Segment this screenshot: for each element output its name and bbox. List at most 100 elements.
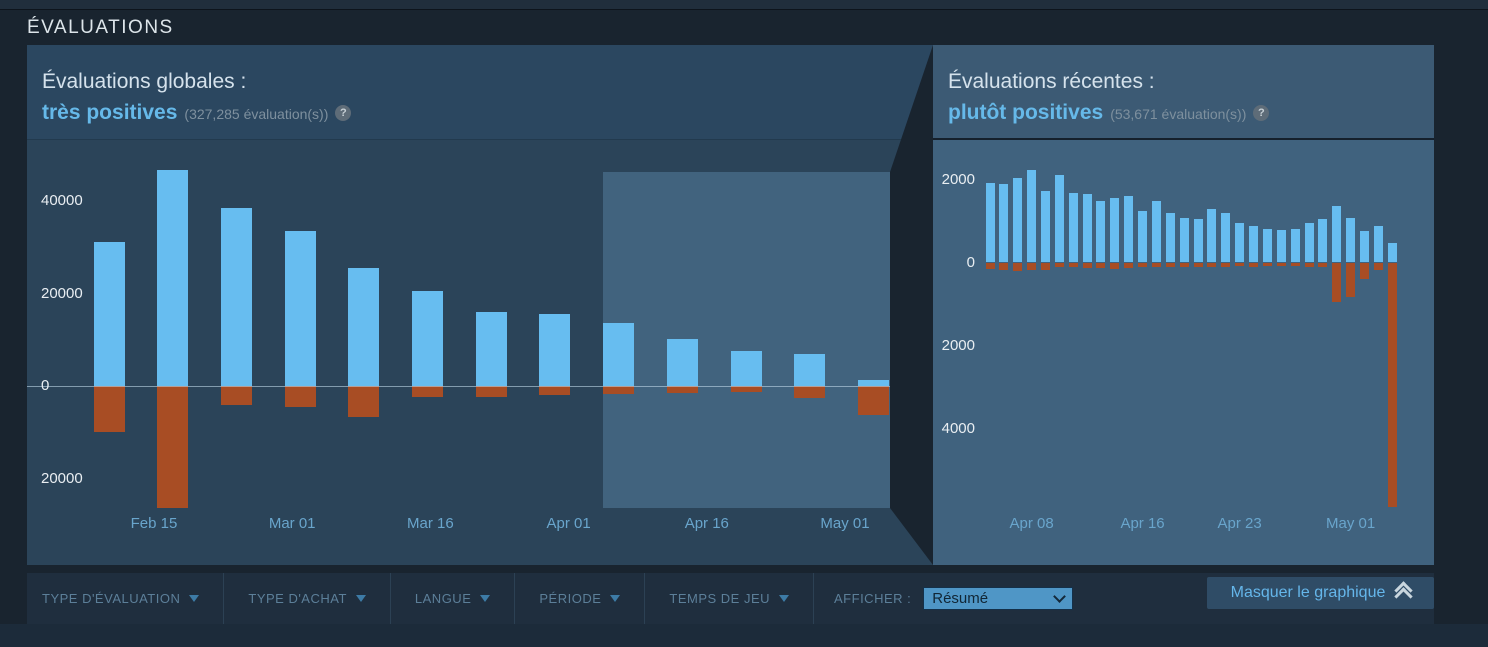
dropdown-arrow-icon (480, 595, 491, 602)
help-icon[interactable]: ? (1253, 105, 1270, 121)
negative-reviews-bar (1290, 262, 1300, 267)
positive-reviews-bar (985, 182, 995, 263)
positive-reviews-bar (1151, 201, 1161, 263)
negative-reviews-bar (1346, 262, 1356, 297)
positive-reviews-bar (1193, 219, 1203, 263)
negative-reviews-bar (1054, 262, 1064, 268)
positive-reviews-bar (1040, 191, 1050, 263)
review-filters-bar: TYPE D'ÉVALUATION TYPE D'ACHAT LANGUE PÉ… (27, 573, 1434, 624)
chevron-down-icon (1053, 590, 1067, 603)
negative-reviews-bar (220, 386, 252, 405)
filter-periode[interactable]: PÉRIODE (515, 573, 646, 624)
filter-langue[interactable]: LANGUE (391, 573, 516, 624)
positive-reviews-bar (348, 267, 380, 386)
negative-reviews-bar (1151, 262, 1161, 268)
x-axis-date-label: Apr 08 (1009, 515, 1054, 532)
negative-reviews-bar (730, 386, 762, 392)
help-icon[interactable]: ? (335, 105, 352, 121)
x-axis-date-label: Feb 15 (130, 515, 178, 532)
positive-reviews-bar (730, 351, 762, 386)
positive-reviews-bar (1373, 225, 1383, 263)
negative-reviews-bar (1249, 262, 1259, 267)
positive-reviews-bar (857, 379, 889, 386)
positive-reviews-bar (1027, 169, 1037, 263)
x-axis-date-label: Mar 01 (268, 515, 316, 532)
filter-label: PÉRIODE (539, 591, 602, 606)
hide-graph-label: Masquer le graphique (1230, 584, 1386, 601)
recent-verdict: plutôt positives (948, 101, 1104, 124)
display-mode-value: Résumé (932, 590, 989, 607)
negative-reviews-bar (1373, 262, 1383, 271)
negative-reviews-bar (1013, 262, 1023, 271)
negative-reviews-bar (539, 386, 571, 396)
display-mode-group: AFFICHER : Résumé (814, 573, 1093, 624)
recent-review-count: (53,671 évaluation(s)) (1110, 106, 1247, 122)
negative-reviews-bar (157, 386, 189, 509)
negative-reviews-bar (284, 386, 316, 407)
recent-reviews-header: Évaluations récentes : plutôt positives … (933, 45, 1434, 140)
positive-reviews-bar (1235, 222, 1245, 263)
positive-reviews-bar (1138, 211, 1148, 263)
positive-reviews-bar (1332, 205, 1342, 263)
positive-reviews-bar (1068, 192, 1078, 263)
y-axis-tick-label: 2000 (941, 170, 975, 188)
negative-reviews-bar (412, 386, 443, 398)
negative-reviews-bar (1193, 262, 1203, 267)
recent-heading: Évaluations récentes : (948, 70, 1155, 93)
double-chevron-up-icon (1394, 580, 1414, 606)
display-label: AFFICHER : (834, 591, 912, 606)
negative-reviews-bar (1276, 262, 1286, 267)
negative-reviews-bar (1138, 262, 1148, 268)
negative-reviews-bar (1318, 262, 1328, 267)
y-axis-tick-label: 20000 (41, 469, 83, 487)
filter-type-evaluation[interactable]: TYPE D'ÉVALUATION (27, 573, 225, 624)
recent-period-highlight[interactable] (603, 172, 933, 508)
positive-reviews-bar (1124, 196, 1134, 263)
filter-temps-de-jeu[interactable]: TEMPS DE JEU (645, 573, 815, 624)
positive-reviews-bar (93, 241, 125, 386)
positive-reviews-bar (1207, 209, 1217, 263)
negative-reviews-bar (1262, 262, 1272, 267)
positive-reviews-bar (1013, 177, 1023, 263)
negative-reviews-bar (1359, 262, 1369, 279)
negative-reviews-bar (999, 262, 1009, 270)
negative-reviews-bar (1082, 262, 1092, 268)
negative-reviews-bar (93, 386, 125, 432)
overall-heading: Évaluations globales : (42, 70, 247, 93)
overall-reviews-header: Évaluations globales : très positives (3… (27, 45, 933, 140)
dropdown-arrow-icon (610, 595, 621, 602)
negative-reviews-bar (1110, 262, 1120, 269)
filter-type-achat[interactable]: TYPE D'ACHAT (224, 573, 391, 624)
y-axis-tick-label: 20000 (41, 284, 83, 302)
dropdown-arrow-icon (355, 595, 366, 602)
y-axis-tick-label: 40000 (41, 192, 83, 209)
y-axis-tick-label: 2000 (941, 336, 975, 354)
negative-reviews-bar (1387, 262, 1397, 507)
negative-reviews-bar (1124, 262, 1134, 268)
positive-reviews-bar (1110, 197, 1120, 263)
zero-axis-line (27, 385, 933, 387)
y-axis-tick-label: 0 (966, 253, 975, 271)
negative-reviews-bar (1332, 262, 1342, 302)
negative-reviews-bar (1027, 262, 1037, 270)
x-axis-date-label: May 01 (820, 515, 870, 532)
negative-reviews-bar (1207, 262, 1217, 268)
positive-reviews-bar (1304, 222, 1314, 263)
negative-reviews-bar (1304, 262, 1314, 267)
filter-label: LANGUE (414, 591, 472, 606)
overall-reviews-chart: 40000 20000 0 20000 Feb 15 Mar 01 Mar 16 Apr 01… (27, 140, 933, 565)
x-axis-date-label: May 01 (1326, 515, 1376, 532)
bottom-strip (0, 624, 1488, 647)
positive-reviews-bar (1318, 219, 1328, 263)
top-divider (0, 0, 1488, 10)
overall-reviews-panel: Évaluations globales : très positives (3… (27, 45, 933, 565)
positive-reviews-bar (1096, 201, 1106, 263)
negative-reviews-bar (603, 386, 635, 395)
positive-reviews-bar (1276, 230, 1286, 263)
display-mode-select[interactable]: Résumé (923, 587, 1074, 610)
overall-review-count: (327,285 évaluation(s)) (184, 106, 329, 122)
hide-graph-button[interactable]: Masquer le graphique (1207, 577, 1434, 609)
positive-reviews-bar (1054, 175, 1064, 263)
positive-reviews-bar (157, 169, 189, 386)
positive-reviews-bar (1221, 212, 1231, 263)
